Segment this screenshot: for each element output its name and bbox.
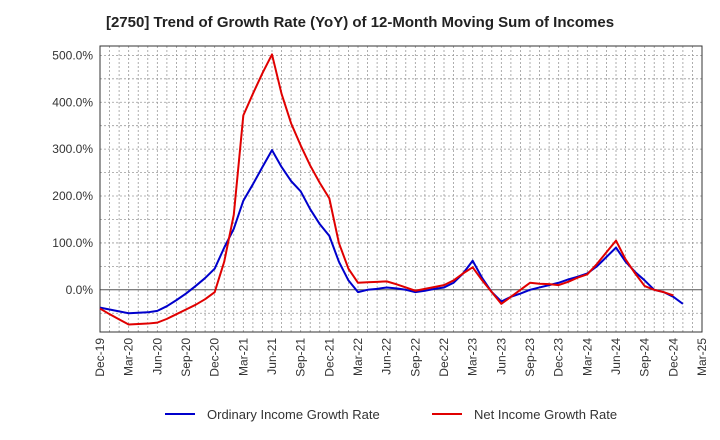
y-tick-label: 500.0% xyxy=(52,48,93,62)
plot-frame xyxy=(99,45,703,333)
y-tick-label: 100.0% xyxy=(52,236,93,250)
series-line-net-income xyxy=(99,53,674,326)
x-tick-label: Dec-24 xyxy=(666,338,680,377)
x-tick-label: Sep-24 xyxy=(638,338,652,377)
x-tick-label: Sep-22 xyxy=(408,338,422,377)
x-tick-label: Dec-20 xyxy=(208,338,222,377)
x-tick-label: Dec-19 xyxy=(93,338,107,377)
x-tick-label: Dec-22 xyxy=(437,338,451,377)
x-tick-label: Mar-24 xyxy=(580,338,594,376)
y-tick-label: 300.0% xyxy=(52,142,93,156)
x-tick-label: Mar-20 xyxy=(122,338,136,376)
x-tick-label: Mar-23 xyxy=(466,338,480,376)
x-tick-label: Jun-21 xyxy=(265,338,279,375)
x-tick-label: Jun-23 xyxy=(494,338,508,375)
x-tick-label: Sep-20 xyxy=(179,338,193,377)
y-tick-label: 400.0% xyxy=(52,95,93,109)
x-tick-label: Mar-25 xyxy=(695,338,709,376)
series-line-ordinary-income xyxy=(99,149,684,315)
legend-label-ordinary-income: Ordinary Income Growth Rate xyxy=(207,407,380,422)
x-tick-label: Jun-22 xyxy=(380,338,394,375)
x-tick-label: Jun-20 xyxy=(150,338,164,375)
x-tick-label: Dec-23 xyxy=(552,338,566,377)
y-tick-label: 200.0% xyxy=(52,189,93,203)
x-tick-label: Sep-21 xyxy=(294,338,308,377)
x-tick-label: Dec-21 xyxy=(322,338,336,377)
x-tick-label: Sep-23 xyxy=(523,338,537,377)
x-tick-label: Mar-22 xyxy=(351,338,365,376)
x-tick-label: Jun-24 xyxy=(609,338,623,375)
y-tick-label: 0.0% xyxy=(66,283,94,297)
legend-label-net-income: Net Income Growth Rate xyxy=(474,407,617,422)
x-tick-label: Mar-21 xyxy=(236,338,250,376)
chart-title: [2750] Trend of Growth Rate (YoY) of 12-… xyxy=(105,14,615,31)
